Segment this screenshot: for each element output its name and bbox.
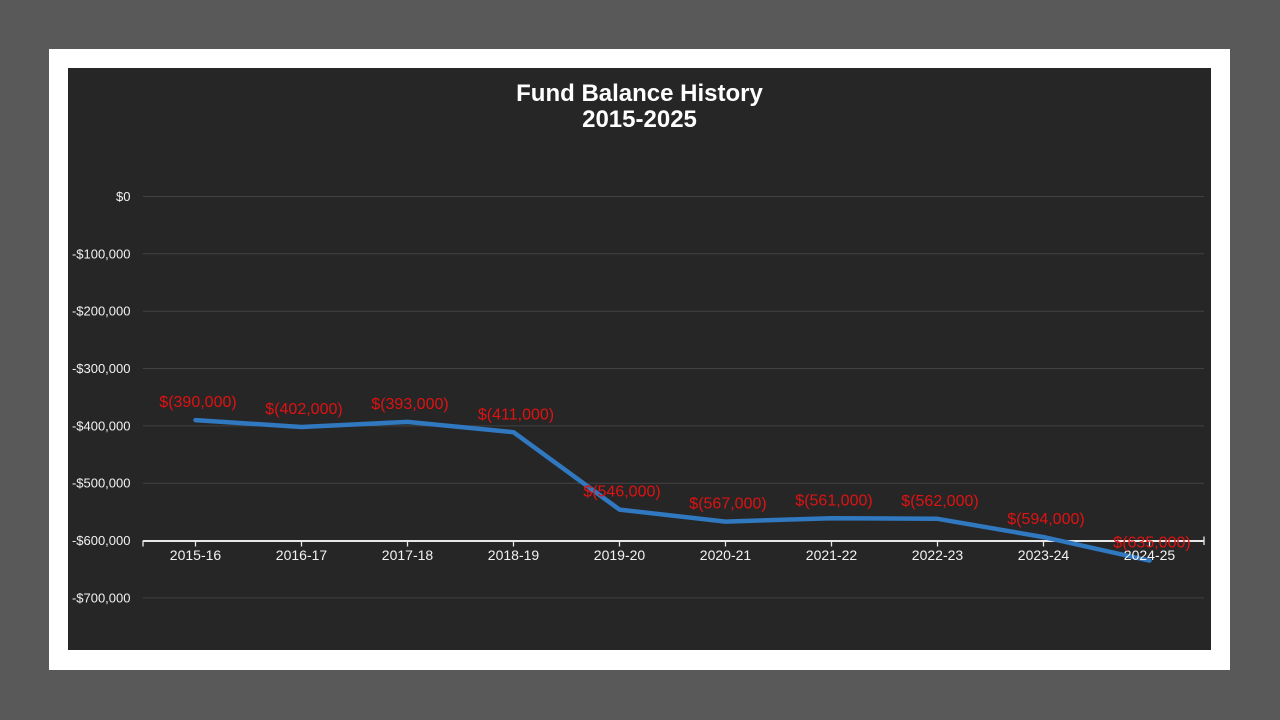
svg-text:-$600,000: -$600,000: [72, 533, 131, 548]
svg-text:2015-16: 2015-16: [170, 547, 222, 563]
svg-text:$(635,000): $(635,000): [1113, 535, 1190, 552]
svg-text:$0: $0: [116, 189, 130, 204]
svg-text:-$300,000: -$300,000: [72, 361, 131, 376]
svg-text:$(393,000): $(393,000): [371, 396, 448, 413]
svg-text:$(562,000): $(562,000): [901, 493, 978, 510]
svg-text:2021-22: 2021-22: [806, 547, 858, 563]
svg-text:2024-25: 2024-25: [1124, 547, 1176, 563]
svg-text:$(411,000): $(411,000): [478, 406, 554, 423]
svg-text:-$100,000: -$100,000: [72, 246, 131, 261]
svg-text:2018-19: 2018-19: [488, 547, 540, 563]
svg-text:Fund Balance History: Fund Balance History: [516, 80, 763, 107]
svg-text:2023-24: 2023-24: [1018, 547, 1070, 563]
svg-text:2020-21: 2020-21: [700, 547, 752, 563]
svg-text:-$700,000: -$700,000: [72, 590, 131, 605]
svg-text:2016-17: 2016-17: [276, 547, 328, 563]
svg-text:2019-20: 2019-20: [594, 547, 646, 563]
svg-text:2017-18: 2017-18: [382, 547, 434, 563]
svg-text:$(390,000): $(390,000): [159, 394, 236, 411]
svg-text:$(402,000): $(402,000): [265, 401, 342, 418]
svg-text:$(561,000): $(561,000): [795, 492, 872, 509]
svg-text:2015-2025: 2015-2025: [582, 106, 697, 133]
svg-text:2022-23: 2022-23: [912, 547, 964, 563]
svg-text:$(567,000): $(567,000): [689, 496, 766, 513]
svg-text:-$200,000: -$200,000: [72, 304, 131, 319]
svg-text:$(594,000): $(594,000): [1007, 511, 1084, 528]
svg-text:-$500,000: -$500,000: [72, 476, 131, 491]
svg-text:$(546,000): $(546,000): [583, 484, 660, 501]
svg-text:-$400,000: -$400,000: [72, 418, 131, 433]
